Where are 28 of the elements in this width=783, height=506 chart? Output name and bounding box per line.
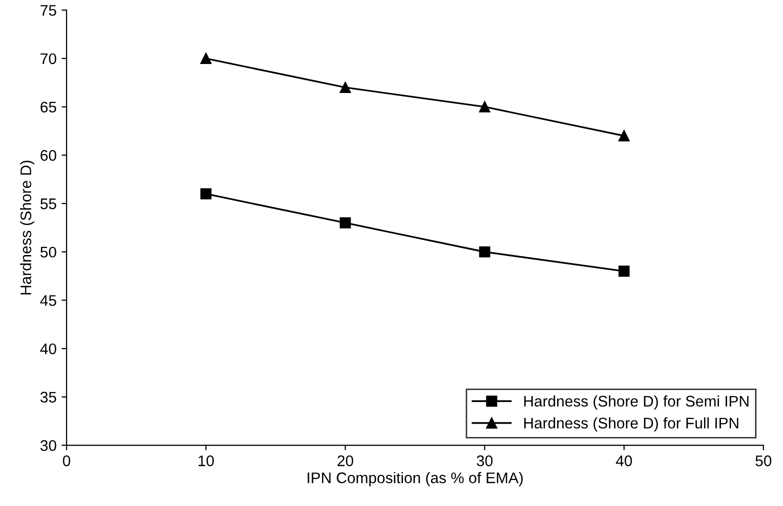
y-axis-title: Hardness (Shore D) [20,160,34,294]
x-tick-label: 10 [198,455,214,466]
y-tick-label: 55 [40,198,56,210]
x-tick-label: 30 [476,455,493,466]
x-tick-label: 20 [338,455,354,466]
point [479,246,490,258]
y-tick-label: 75 [40,5,56,16]
point [200,188,212,200]
x-tick-label: 0 [62,455,70,466]
point [340,82,351,94]
point [618,266,630,277]
point [479,101,490,112]
point [618,130,630,142]
point [340,217,351,228]
y-tick-label: 45 [40,295,56,306]
y-tick-label: 50 [40,246,56,258]
legend-label: Hardness (Shore D) for Semi IPN [524,395,748,410]
y-tick-label: 40 [40,343,56,354]
y-tick-label: 70 [40,53,56,64]
y-tick-label: 60 [40,150,56,161]
y-tick-label: 30 [40,440,56,451]
point [200,52,212,64]
y-tick-label: 65 [40,102,56,113]
x-tick-label: 40 [616,455,632,466]
x-axis-title: IPN Composition (as % of EMA) [308,472,523,486]
x-tick-label: 50 [756,455,772,466]
legend-label: Hardness (Shore D) for Full IPN [524,417,738,432]
y-tick-label: 35 [40,392,56,403]
